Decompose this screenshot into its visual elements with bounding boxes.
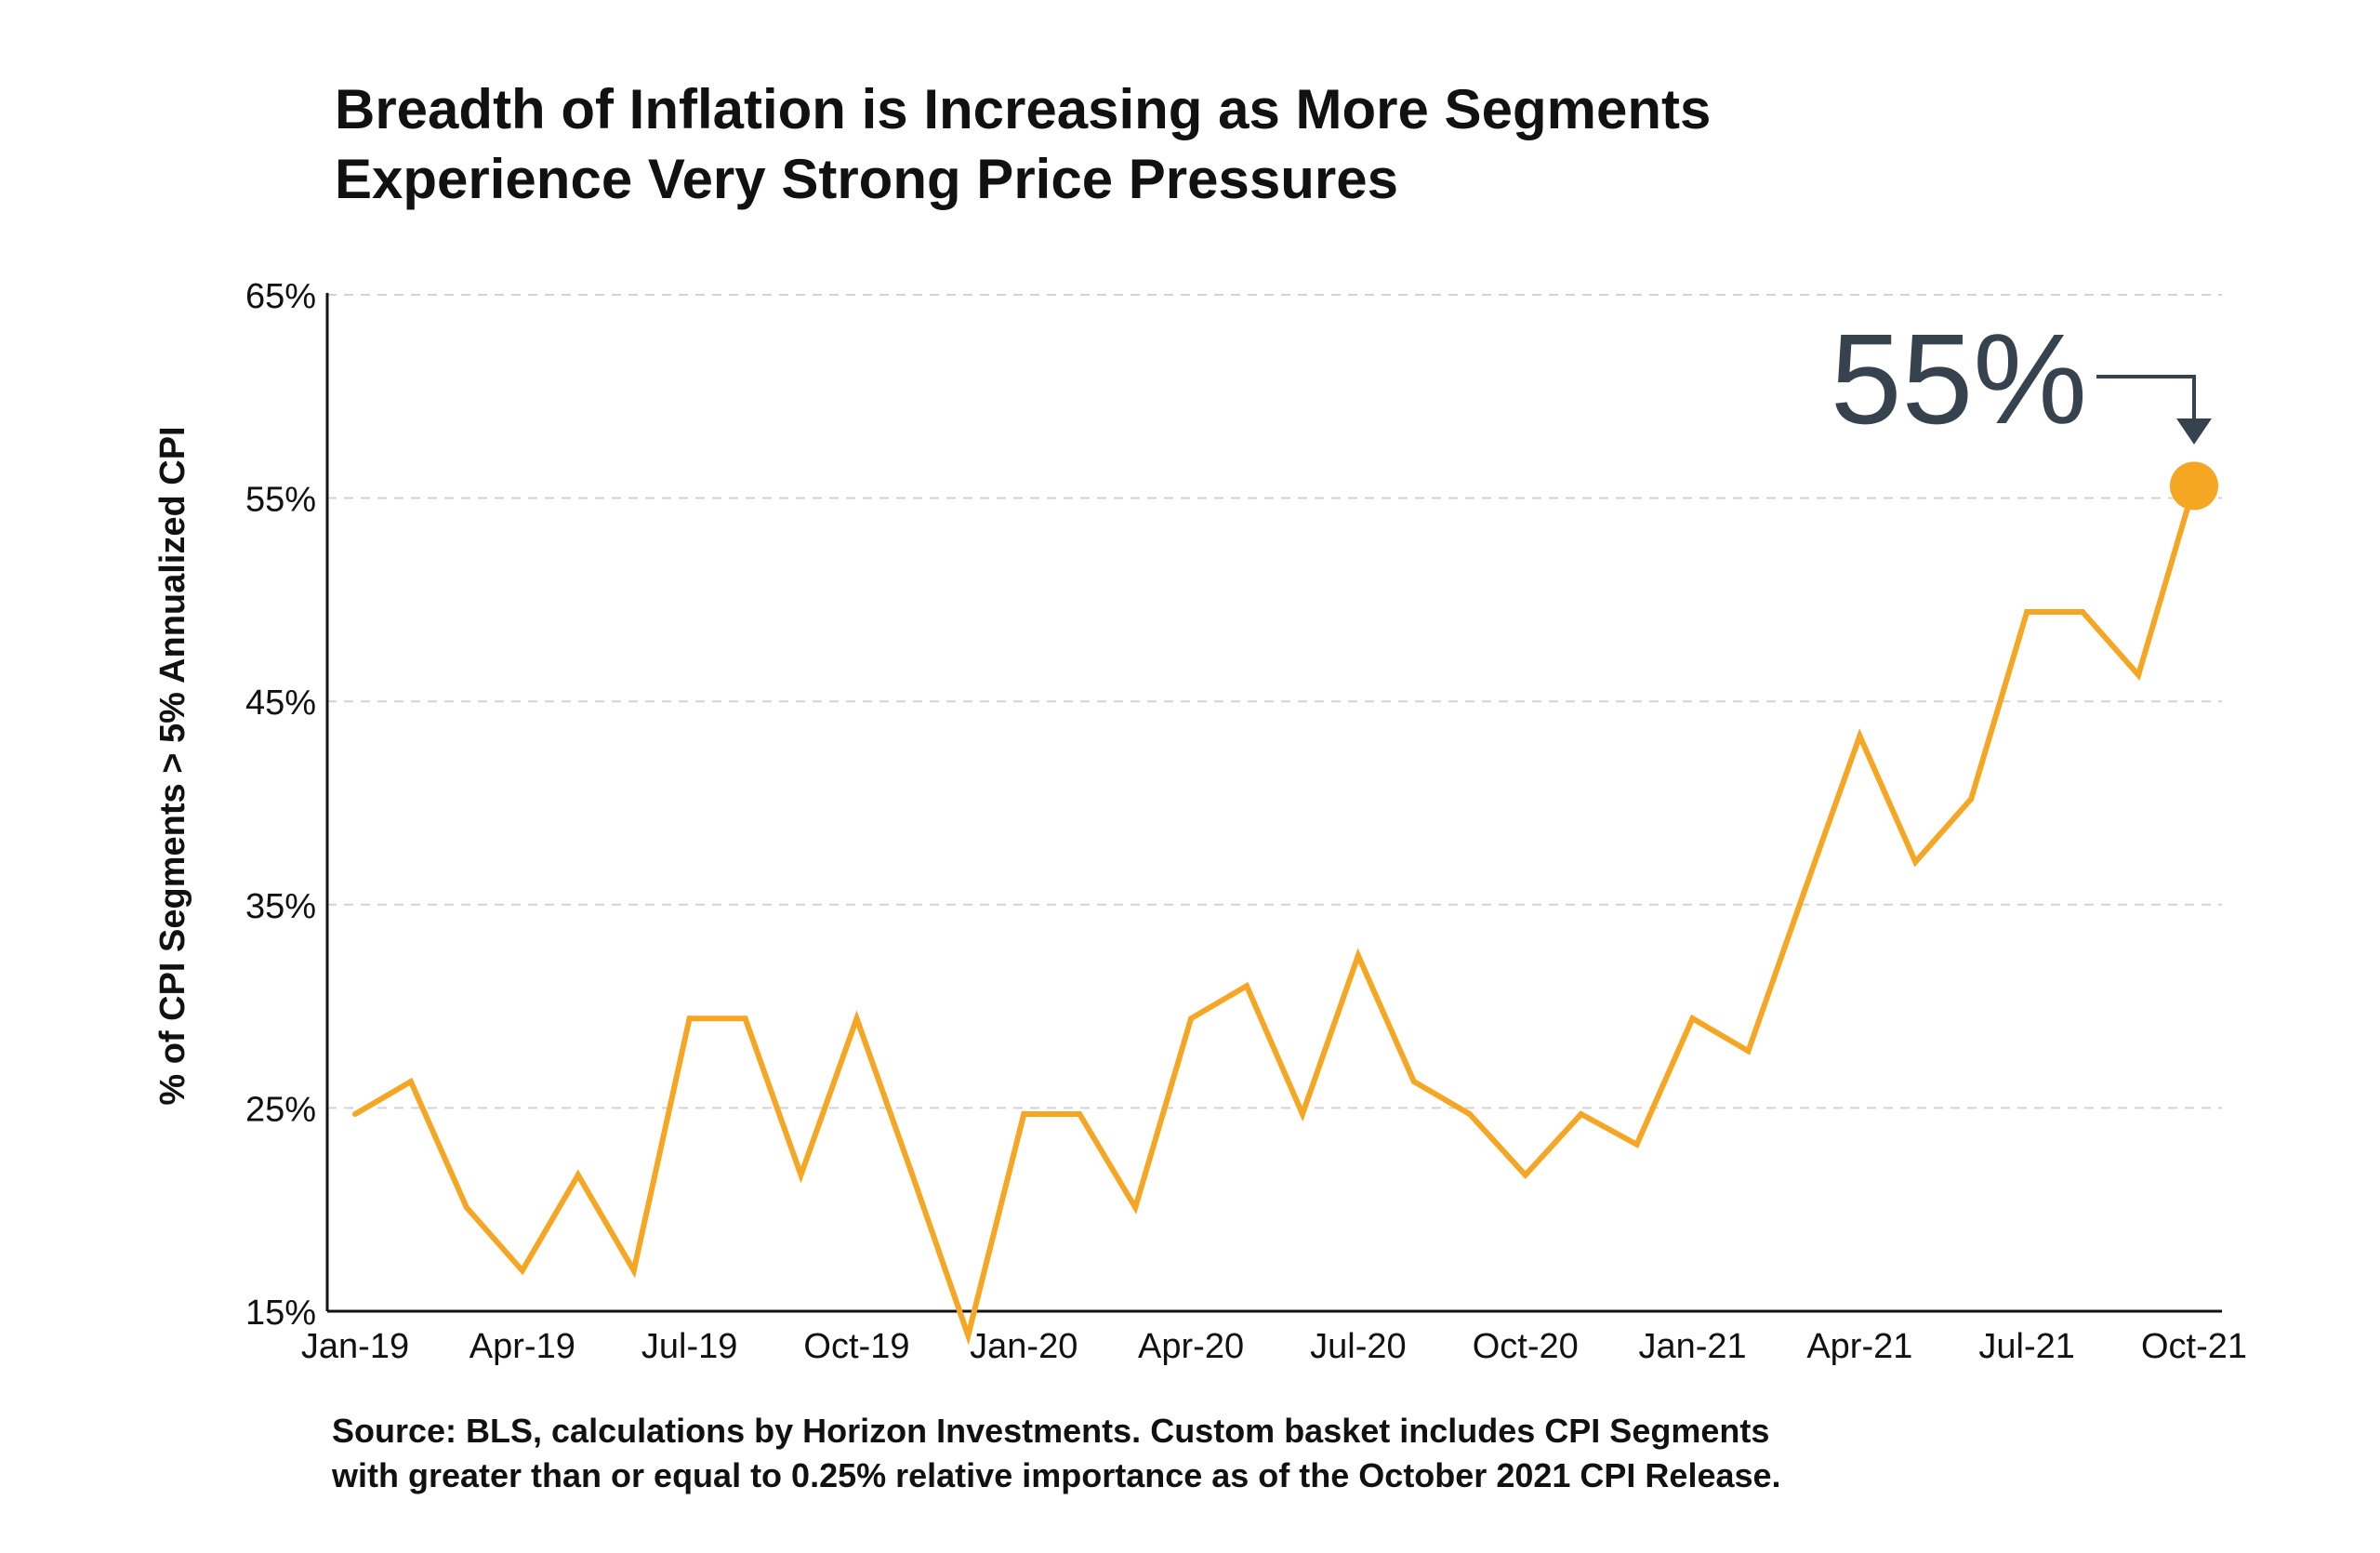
data-point: [798, 1172, 804, 1178]
x-tick-label: Apr-20: [1138, 1327, 1244, 1366]
y-tick-label: 35%: [245, 887, 316, 926]
series-line: [353, 484, 2197, 1346]
x-tick-label: Jul-21: [1978, 1327, 2075, 1366]
x-tick-label: Jan-19: [301, 1327, 409, 1366]
data-point: [1466, 1110, 1473, 1117]
data-point: [1355, 952, 1361, 959]
chart-title: Breadth of Inflation is Increasing as Mo…: [335, 74, 2194, 214]
x-tick-label: Oct-19: [803, 1327, 909, 1366]
data-point: [2024, 609, 2030, 616]
callout-label: 55%: [1831, 308, 2087, 451]
data-point: [519, 1268, 525, 1274]
y-tick-labels: 15% 25% 35% 45% 55% 65%: [245, 277, 316, 1333]
data-point: [630, 1268, 637, 1274]
data-point: [1410, 1078, 1417, 1084]
data-point: [352, 1110, 358, 1117]
axes: [325, 293, 2222, 1313]
chart-title-line-2: Experience Very Strong Price Pressures: [335, 148, 1398, 210]
data-point: [1021, 1110, 1027, 1117]
data-point: [1522, 1172, 1528, 1178]
data-point: [1578, 1110, 1584, 1117]
source-line-2: with greater than or equal to 0.25% rela…: [332, 1456, 1781, 1494]
source-line-1: Source: BLS, calculations by Horizon Inv…: [332, 1412, 1770, 1450]
data-point: [1633, 1141, 1640, 1148]
gridlines: [327, 294, 2222, 1109]
data-point: [463, 1204, 469, 1211]
data-point: [965, 1333, 972, 1339]
data-point: [575, 1172, 581, 1178]
data-point: [686, 1015, 693, 1022]
data-point: [742, 1015, 748, 1022]
data-point: [1188, 1015, 1195, 1022]
data-point: [1857, 733, 1863, 739]
data-point: [1299, 1110, 1305, 1117]
y-tick-label: 25%: [245, 1090, 316, 1129]
y-tick-label: 15%: [245, 1294, 316, 1333]
highlight-point: [2170, 461, 2218, 511]
callout-arrowhead: [2176, 418, 2212, 445]
x-tick-label: Oct-20: [1473, 1327, 1579, 1366]
x-tick-label: Apr-21: [1806, 1327, 1912, 1366]
data-point: [1244, 983, 1250, 989]
source-note: Source: BLS, calculations by Horizon Inv…: [332, 1409, 2284, 1498]
x-tick-label: Apr-19: [469, 1327, 575, 1366]
x-tick-labels: Jan-19 Apr-19 Jul-19 Oct-19 Jan-20 Apr-20 Jul-…: [301, 1327, 2247, 1366]
x-tick-label: Oct-21: [2141, 1327, 2247, 1366]
y-axis-label: % of CPI Segments > 5% Annualized CPI: [153, 426, 192, 1105]
data-point: [1745, 1048, 1752, 1055]
y-tick-label: 55%: [245, 481, 316, 520]
data-point: [1077, 1110, 1083, 1117]
data-point: [853, 1015, 860, 1022]
x-tick-label: Jan-21: [1638, 1327, 1746, 1366]
data-point: [1132, 1204, 1139, 1211]
data-point: [1689, 1015, 1696, 1022]
data-point: [1968, 796, 1975, 803]
annotation: 55%: [1831, 308, 2218, 511]
x-tick-label: Jul-20: [1310, 1327, 1407, 1366]
y-tick-label: 45%: [245, 684, 316, 723]
callout-arrow-line: [2096, 375, 2196, 426]
chart-title-line-1: Breadth of Inflation is Increasing as Mo…: [335, 78, 1712, 140]
y-tick-label: 65%: [245, 277, 316, 316]
data-point: [1912, 858, 1919, 865]
series-layer: [352, 483, 2197, 1346]
x-tick-label: Jan-20: [970, 1327, 1078, 1366]
data-point: [407, 1078, 414, 1084]
x-tick-label: Jul-19: [641, 1327, 738, 1366]
data-point: [2080, 609, 2086, 616]
data-point: [909, 1172, 916, 1178]
data-point: [2135, 671, 2142, 678]
data-point: [1801, 889, 1807, 896]
